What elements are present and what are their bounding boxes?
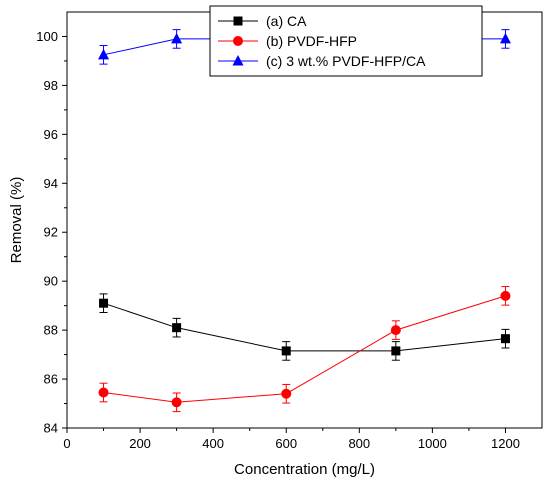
y-tick-label: 92: [44, 225, 58, 240]
ticks: 0 200 400 600 800 1000 1200 84 86 88 90 92 94 96 98 100: [36, 29, 520, 451]
legend-label: (c) 3 wt.% PVDF-HFP/CA: [266, 53, 426, 69]
series-layer: [98, 29, 511, 413]
data-point: [390, 325, 401, 336]
data-point: [171, 397, 182, 408]
data-point: [281, 346, 291, 356]
x-tick-label: 1200: [491, 436, 520, 451]
data-point: [500, 334, 510, 344]
y-tick-label: 90: [44, 274, 58, 289]
legend-label: (b) PVDF-HFP: [266, 33, 357, 49]
y-tick-label: 96: [44, 127, 58, 142]
data-point: [281, 388, 292, 399]
legend: (a) CA (b) PVDF-HFP (c) 3 wt.% PVDF-HFP/CA: [209, 5, 483, 77]
y-axis-title: Removal (%): [8, 177, 25, 264]
x-tick-label: 1000: [418, 436, 447, 451]
series-1: [99, 293, 510, 361]
data-point: [391, 346, 401, 356]
data-point: [99, 298, 109, 308]
x-tick-label: 800: [348, 436, 370, 451]
series-2: [98, 286, 511, 413]
legend-marker: [232, 55, 244, 66]
x-tick-label: 400: [202, 436, 224, 451]
y-tick-label: 94: [44, 176, 58, 191]
x-tick-label: 200: [129, 436, 151, 451]
data-point: [171, 32, 183, 44]
y-tick-label: 88: [44, 323, 58, 338]
data-point: [98, 48, 110, 60]
legend-marker: [233, 16, 243, 26]
y-tick-label: 86: [44, 372, 58, 387]
series-line: [103, 295, 506, 403]
y-tick-label: 84: [44, 421, 58, 436]
data-point: [172, 323, 182, 333]
legend-label: (a) CA: [266, 13, 307, 29]
x-tick-label: 0: [63, 436, 70, 451]
series-line: [103, 302, 506, 352]
x-tick-label: 600: [275, 436, 297, 451]
data-point: [98, 387, 109, 398]
y-tick-label: 98: [44, 78, 58, 93]
x-axis-title: Concentration (mg/L): [234, 461, 375, 478]
data-point: [499, 32, 511, 44]
legend-marker: [233, 36, 243, 46]
y-tick-label: 100: [36, 29, 58, 44]
data-point: [500, 290, 511, 301]
